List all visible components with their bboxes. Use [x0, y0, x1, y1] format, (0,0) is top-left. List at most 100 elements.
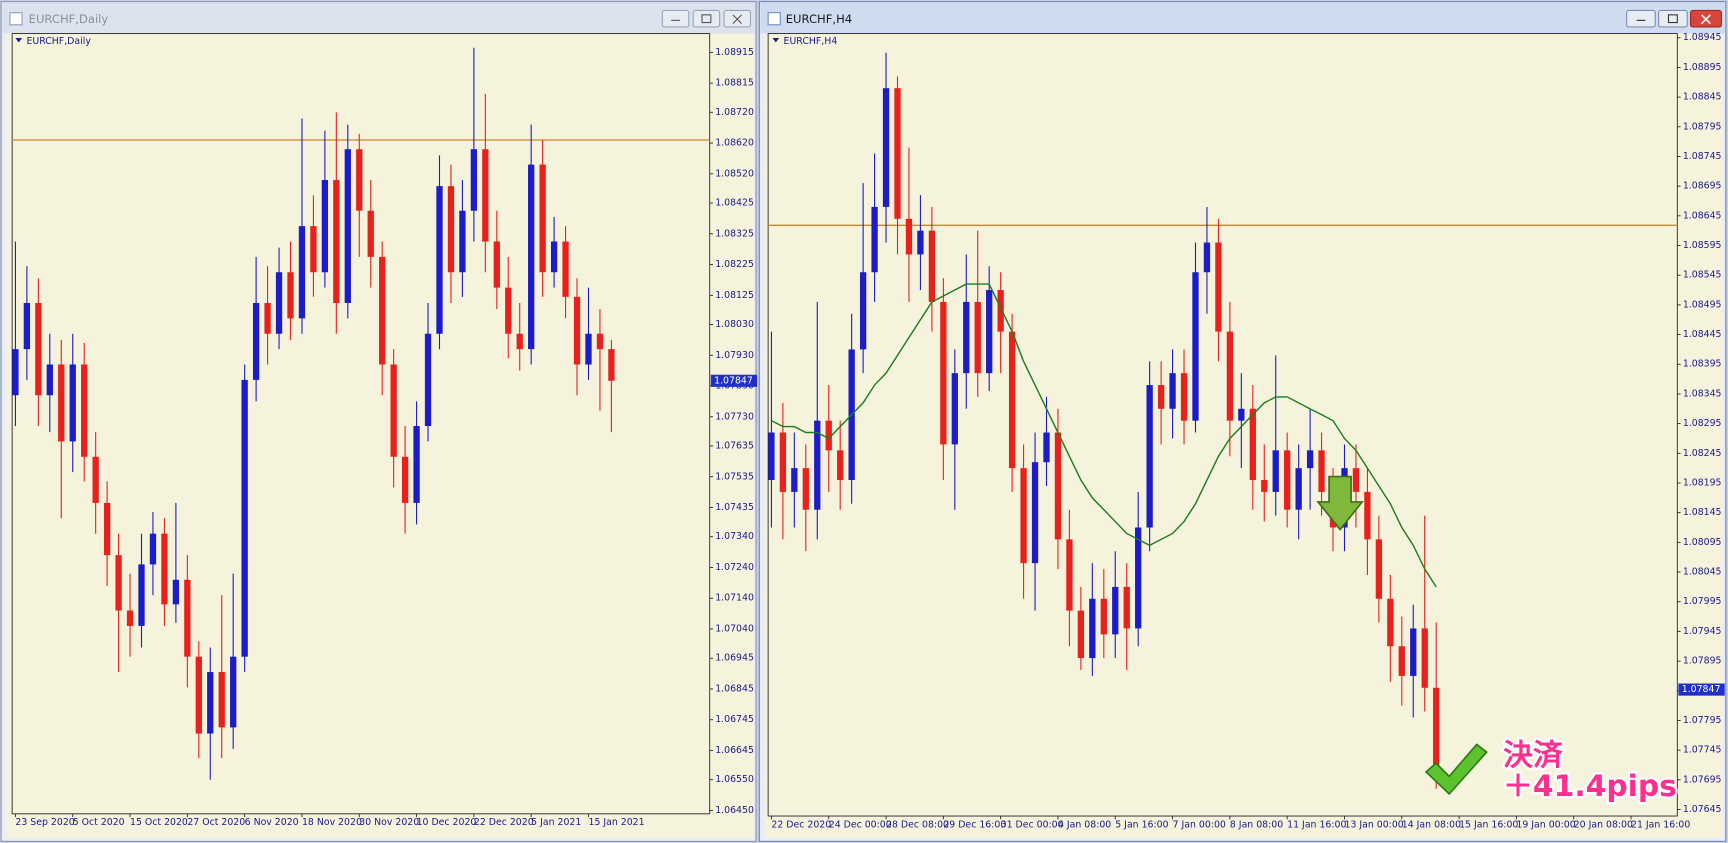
- y-tick-label: 1.07535: [715, 471, 754, 482]
- plot-border: [767, 33, 1678, 817]
- y-tick-label: 1.08425: [715, 198, 754, 209]
- y-tick-label: 1.08030: [715, 319, 754, 330]
- candle-body: [1203, 242, 1211, 273]
- chart-area: [6, 33, 754, 839]
- x-tick-label: 24 Dec 00:00: [829, 819, 892, 830]
- candle-body: [1352, 468, 1360, 492]
- candle-body: [1387, 598, 1394, 647]
- candle-body: [608, 349, 615, 381]
- maximize-button[interactable]: [1658, 9, 1688, 28]
- close-icon: [1700, 14, 1711, 25]
- y-tick-label: 1.08395: [1683, 359, 1722, 370]
- candle-body: [1215, 242, 1222, 332]
- candle-body: [1008, 331, 1016, 469]
- y-tick-label: 1.07635: [715, 441, 754, 452]
- candle-body: [1295, 468, 1302, 510]
- candle-body: [1398, 646, 1405, 676]
- candle-body: [138, 564, 145, 626]
- candle-body: [58, 364, 65, 442]
- candle-body: [825, 420, 832, 451]
- candle-body: [1169, 373, 1176, 409]
- candle-body: [1123, 586, 1130, 629]
- candle-body: [103, 502, 111, 556]
- candle-body: [562, 241, 569, 297]
- candle-body: [1375, 539, 1383, 599]
- y-tick-label: 1.08045: [1683, 567, 1722, 578]
- y-tick-label: 1.07695: [1683, 774, 1722, 785]
- candle-body: [1077, 610, 1085, 659]
- candle-body: [1043, 432, 1050, 463]
- candle-body: [218, 672, 225, 728]
- x-tick-label: 8 Jan 08:00: [1230, 819, 1283, 830]
- y-tick-label: 1.06945: [715, 653, 754, 664]
- candle-body: [264, 302, 271, 334]
- candle-body: [859, 272, 867, 350]
- candle-body: [413, 426, 420, 503]
- candle-body: [940, 301, 947, 445]
- candle-body: [917, 230, 924, 255]
- y-tick-label: 1.07340: [715, 531, 754, 542]
- x-tick-label: 27 Oct 2020: [187, 817, 245, 828]
- y-tick-label: 1.08545: [1683, 270, 1722, 281]
- candle-body: [791, 468, 798, 492]
- candle-body: [882, 88, 890, 207]
- maximize-button[interactable]: [692, 9, 721, 28]
- candle-body: [1135, 527, 1142, 629]
- candle-body: [436, 186, 443, 334]
- x-tick-label: 15 Jan 16:00: [1459, 819, 1518, 830]
- annotation-pips: ＋41.4pips: [1503, 769, 1677, 804]
- candle-body: [356, 149, 363, 211]
- x-tick-label: 11 Jan 16:00: [1287, 819, 1346, 830]
- maximize-icon: [701, 14, 712, 24]
- x-tick-label: 20 Jan 08:00: [1574, 819, 1633, 830]
- candle-body: [115, 555, 122, 611]
- y-tick-label: 1.07895: [1683, 656, 1722, 667]
- candle-body: [310, 226, 317, 273]
- maximize-icon: [1667, 14, 1678, 24]
- y-tick-label: 1.08620: [715, 138, 754, 149]
- y-tick-label: 1.08125: [715, 290, 754, 301]
- y-tick-label: 1.07745: [1683, 745, 1722, 756]
- candle-body: [333, 179, 340, 303]
- y-tick-label: 1.06745: [715, 714, 754, 725]
- chart-label: EURCHF,H4: [784, 36, 838, 47]
- y-tick-label: 1.07435: [715, 502, 754, 513]
- candle-body: [1421, 628, 1428, 688]
- candle-body: [252, 302, 260, 380]
- x-tick-label: 31 Dec 00:00: [1001, 819, 1064, 830]
- y-tick-label: 1.08245: [1683, 448, 1722, 459]
- candle-body: [298, 226, 306, 319]
- minimize-button[interactable]: [661, 9, 690, 28]
- y-tick-label: 1.08445: [1683, 329, 1722, 340]
- y-tick-label: 1.08745: [1683, 151, 1722, 162]
- x-tick-label: 21 Jan 16:00: [1631, 819, 1690, 830]
- candle-body: [1318, 450, 1325, 492]
- candle-body: [447, 186, 455, 273]
- candle-body: [894, 88, 901, 219]
- x-tick-label: 22 Dec 2020: [474, 817, 534, 828]
- y-tick-label: 1.08915: [715, 47, 754, 58]
- minimize-button[interactable]: [1626, 9, 1656, 28]
- candle-body: [69, 364, 76, 442]
- candle-body: [1433, 687, 1440, 765]
- candle-body: [505, 287, 512, 334]
- candle-body: [1261, 480, 1268, 492]
- window-icon: [767, 12, 781, 26]
- candle-body: [974, 301, 981, 374]
- y-tick-label: 1.08845: [1683, 92, 1722, 103]
- x-tick-label: 29 Dec 16:00: [943, 819, 1006, 830]
- candle-body: [184, 579, 191, 657]
- candle-body: [459, 210, 466, 273]
- x-tick-label: 15 Jan 2021: [588, 817, 644, 828]
- candle-body: [81, 364, 88, 457]
- candle-body: [424, 333, 432, 427]
- candle-body: [951, 373, 958, 445]
- candle-body: [1192, 272, 1199, 421]
- x-tick-label: 10 Dec 2020: [417, 817, 477, 828]
- candle-body: [287, 272, 294, 319]
- x-tick-label: 7 Jan 00:00: [1173, 819, 1226, 830]
- window-title: EURCHF,Daily: [29, 12, 109, 26]
- y-tick-label: 1.06645: [715, 745, 754, 756]
- y-tick-label: 1.08795: [1683, 121, 1722, 132]
